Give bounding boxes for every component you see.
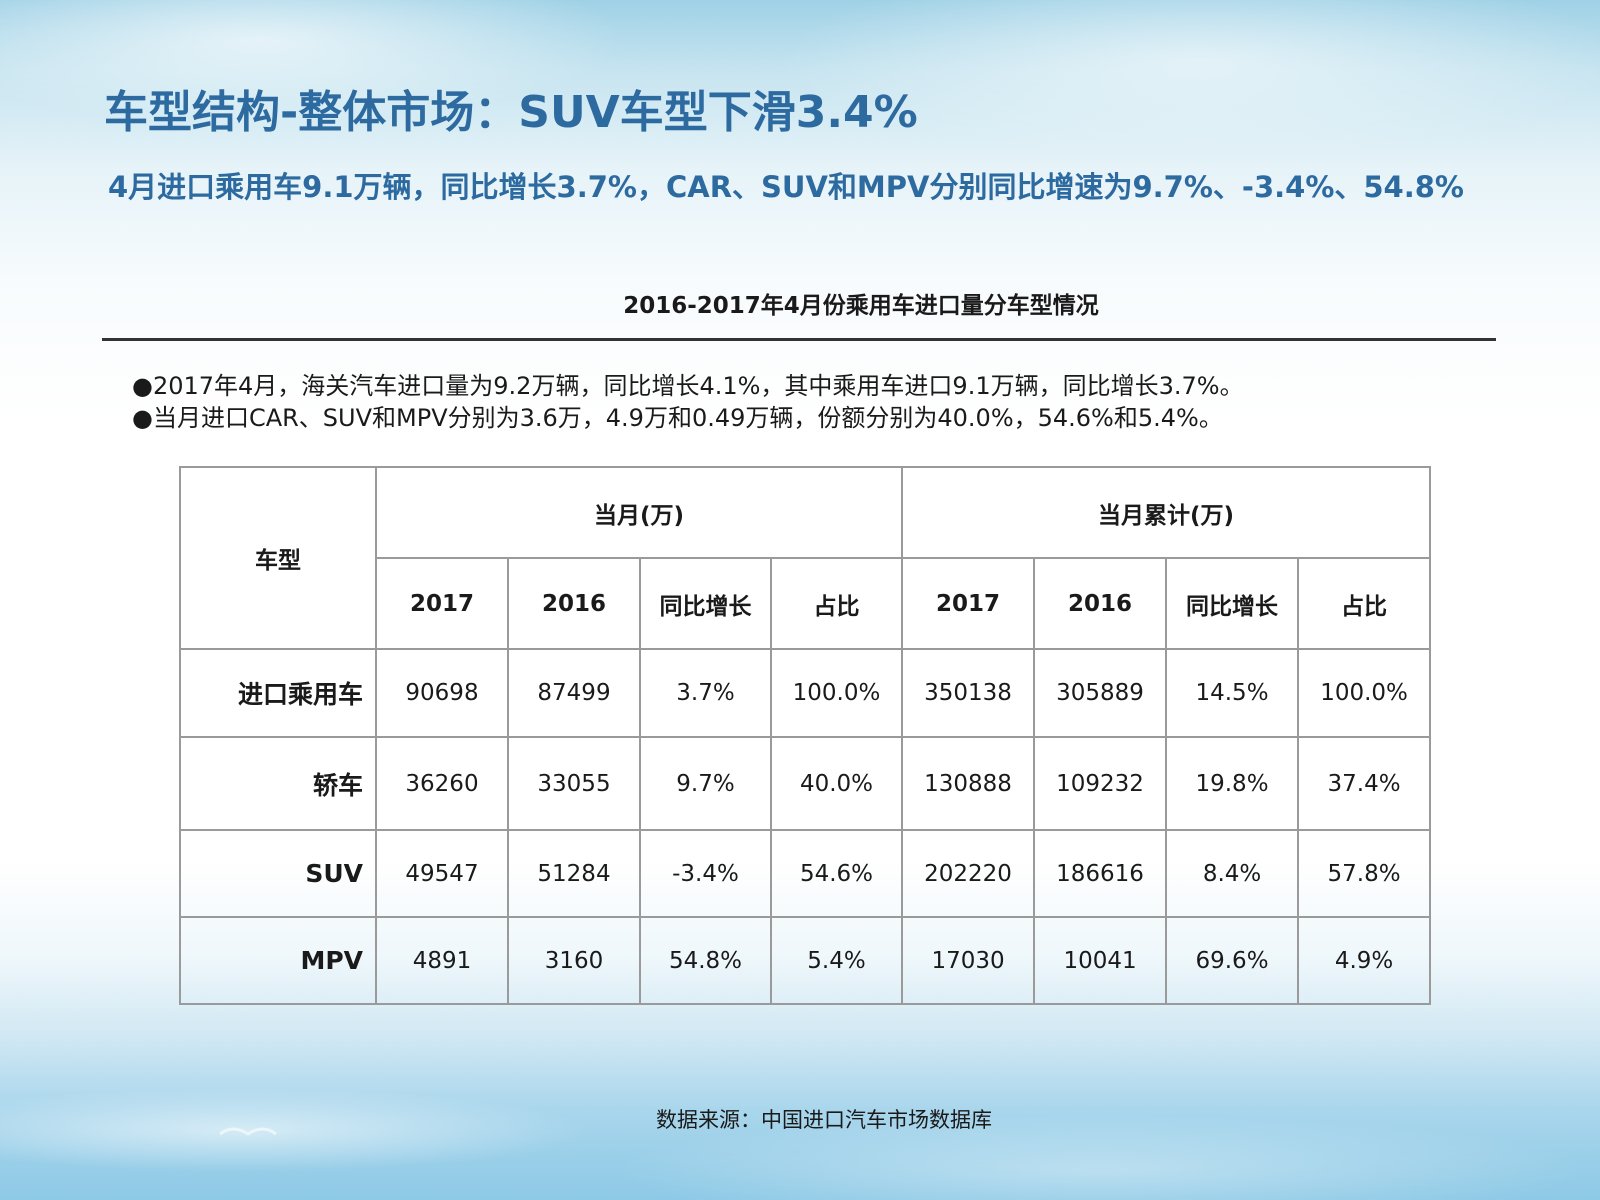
table-cell: 100.0% bbox=[769, 648, 904, 738]
table-cell: 54.6% bbox=[769, 829, 904, 918]
column-header: 占比 bbox=[769, 557, 904, 650]
background-sky bbox=[0, 0, 1600, 300]
table-cell: 10041 bbox=[1033, 916, 1168, 1005]
column-header: 2016 bbox=[1033, 557, 1168, 650]
seagull-icon bbox=[219, 1127, 277, 1136]
table-cell: 40.0% bbox=[769, 736, 904, 831]
column-header: 同比增长 bbox=[639, 557, 772, 650]
column-header: 2017 bbox=[901, 557, 1036, 650]
table-cell: 100.0% bbox=[1297, 648, 1432, 738]
table-cell: 36260 bbox=[375, 736, 509, 831]
row-label: SUV bbox=[179, 829, 377, 918]
table-cell: 14.5% bbox=[1165, 648, 1300, 738]
column-header: 2016 bbox=[507, 557, 641, 650]
column-header: 占比 bbox=[1297, 557, 1432, 650]
table-cell: 305889 bbox=[1033, 648, 1168, 738]
table-cell: 130888 bbox=[901, 736, 1036, 831]
table-cell: 8.4% bbox=[1165, 829, 1300, 918]
table-cell: 90698 bbox=[375, 648, 509, 738]
table-cell: 3.7% bbox=[639, 648, 772, 738]
group-header-cumulative: 当月累计(万) bbox=[901, 466, 1432, 559]
table-row: 轿车 36260 33055 9.7% 40.0% 130888 109232 … bbox=[179, 736, 1432, 831]
bullet-list: ●2017年4月，海关汽车进口量为9.2万辆，同比增长4.1%，其中乘用车进口9… bbox=[132, 370, 1244, 434]
table-cell: -3.4% bbox=[639, 829, 772, 918]
table-row: SUV 49547 51284 -3.4% 54.6% 202220 18661… bbox=[179, 829, 1432, 918]
column-header: 2017 bbox=[375, 557, 509, 650]
table-cell: 202220 bbox=[901, 829, 1036, 918]
table-row: MPV 4891 3160 54.8% 5.4% 17030 10041 69.… bbox=[179, 916, 1432, 1005]
table-title: 2016-2017年4月份乘用车进口量分车型情况 bbox=[623, 293, 1099, 319]
import-table: 车型 当月(万) 当月累计(万) 2017 2016 同比增长 占比 2017 … bbox=[179, 466, 1432, 1005]
table-cell: 350138 bbox=[901, 648, 1036, 738]
row-label: 轿车 bbox=[179, 736, 377, 831]
corner-header: 车型 bbox=[179, 466, 377, 650]
bullet-item: ●当月进口CAR、SUV和MPV分别为3.6万，4.9万和0.49万辆，份额分别… bbox=[132, 404, 1223, 432]
table-cell: 109232 bbox=[1033, 736, 1168, 831]
row-label: MPV bbox=[179, 916, 377, 1005]
table-cell: 87499 bbox=[507, 648, 641, 738]
table-cell: 9.7% bbox=[639, 736, 772, 831]
page-subtitle: 4月进口乘用车9.1万辆，同比增长3.7%，CAR、SUV和MPV分别同比增速为… bbox=[108, 170, 1464, 204]
page-title: 车型结构-整体市场：SUV车型下滑3.4% bbox=[104, 87, 918, 138]
table-cell: 3160 bbox=[507, 916, 641, 1005]
table-cell: 17030 bbox=[901, 916, 1036, 1005]
table-cell: 19.8% bbox=[1165, 736, 1300, 831]
row-label: 进口乘用车 bbox=[179, 648, 377, 738]
table-cell: 4.9% bbox=[1297, 916, 1432, 1005]
table-cell: 49547 bbox=[375, 829, 509, 918]
divider bbox=[102, 338, 1496, 341]
group-header-month: 当月(万) bbox=[374, 466, 904, 559]
bullet-item: ●2017年4月，海关汽车进口量为9.2万辆，同比增长4.1%，其中乘用车进口9… bbox=[132, 372, 1244, 400]
column-header: 同比增长 bbox=[1165, 557, 1300, 650]
table-cell: 4891 bbox=[375, 916, 509, 1005]
table-cell: 37.4% bbox=[1297, 736, 1432, 831]
table-cell: 69.6% bbox=[1165, 916, 1300, 1005]
table-cell: 54.8% bbox=[639, 916, 772, 1005]
data-source: 数据来源：中国进口汽车市场数据库 bbox=[656, 1108, 992, 1132]
table-cell: 186616 bbox=[1033, 829, 1168, 918]
table-cell: 33055 bbox=[507, 736, 641, 831]
table-row: 进口乘用车 90698 87499 3.7% 100.0% 350138 305… bbox=[179, 648, 1432, 738]
table-cell: 5.4% bbox=[769, 916, 904, 1005]
table-cell: 57.8% bbox=[1297, 829, 1432, 918]
table-cell: 51284 bbox=[507, 829, 641, 918]
